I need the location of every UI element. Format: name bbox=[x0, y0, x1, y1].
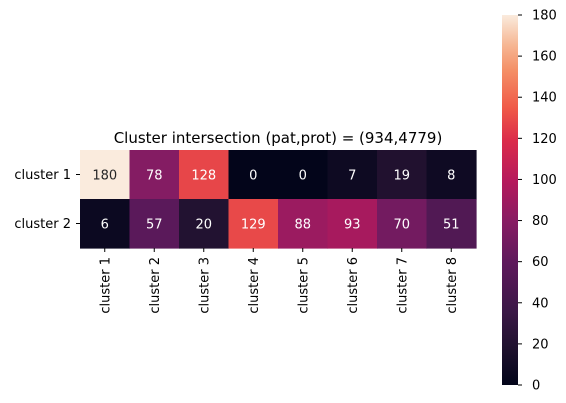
column-tick-label: cluster 5 bbox=[296, 257, 311, 314]
colorbar: 0 20 40 60 80 100 120 140 160 180 bbox=[502, 9, 557, 394]
column-tick-label: cluster 1 bbox=[98, 257, 113, 314]
cell-value-label: 19 bbox=[393, 169, 410, 184]
chart-title: Cluster intersection (pat,prot) = (934,4… bbox=[114, 129, 443, 147]
heatmap-cell bbox=[278, 150, 329, 200]
cell-value-label: 88 bbox=[294, 218, 311, 233]
colorbar-tick-label: 80 bbox=[532, 214, 549, 229]
cell-value-label: 129 bbox=[241, 218, 266, 233]
colorbar-tick-label: 60 bbox=[532, 255, 549, 270]
heatmap-cell bbox=[377, 199, 428, 249]
heatmap-cell bbox=[228, 150, 279, 200]
heatmap-cell bbox=[80, 199, 131, 249]
heatmap-cell bbox=[179, 199, 230, 249]
cell-value-label: 93 bbox=[344, 218, 361, 233]
cell-value-label: 8 bbox=[447, 169, 455, 184]
colorbar-ticks: 0 20 40 60 80 100 120 140 160 180 bbox=[518, 9, 557, 394]
column-tick-label: cluster 3 bbox=[197, 257, 212, 314]
heatmap-cell bbox=[426, 150, 477, 200]
colorbar-gradient bbox=[502, 15, 518, 385]
colorbar-tick-label: 180 bbox=[532, 9, 557, 24]
cell-value-label: 0 bbox=[299, 169, 307, 184]
colorbar-tick-label: 120 bbox=[532, 132, 557, 147]
column-tick-labels: cluster 1 cluster 2 cluster 3 cluster 4 clus… bbox=[98, 248, 460, 314]
heatmap-cell bbox=[129, 199, 180, 249]
heatmap-cell bbox=[377, 150, 428, 200]
colorbar-tick-label: 160 bbox=[532, 50, 557, 65]
heatmap-cell bbox=[179, 150, 230, 200]
heatmap-cells: 180 78 128 0 0 7 19 8 6 57 20 129 88 93 70 51 bbox=[80, 150, 477, 249]
heatmap-cell bbox=[80, 150, 131, 200]
heatmap-cell bbox=[327, 199, 378, 249]
cell-value-label: 78 bbox=[146, 169, 163, 184]
row-tick-label: cluster 2 bbox=[14, 217, 71, 232]
colorbar-tick-label: 100 bbox=[532, 173, 557, 188]
cell-value-label: 0 bbox=[249, 169, 257, 184]
colorbar-tick-label: 0 bbox=[532, 379, 540, 394]
heatmap-cell bbox=[278, 199, 329, 249]
column-tick-label: cluster 8 bbox=[445, 257, 460, 314]
cell-value-label: 70 bbox=[393, 218, 410, 233]
column-tick-label: cluster 6 bbox=[346, 257, 361, 314]
cell-value-label: 51 bbox=[443, 218, 460, 233]
cell-value-label: 7 bbox=[348, 169, 356, 184]
row-tick-label: cluster 1 bbox=[14, 168, 71, 183]
cell-value-label: 180 bbox=[92, 169, 117, 184]
colorbar-tick-label: 40 bbox=[532, 296, 549, 311]
row-tick-labels: cluster 1 cluster 2 bbox=[14, 168, 80, 232]
heatmap-cell bbox=[129, 150, 180, 200]
column-tick-label: cluster 2 bbox=[148, 257, 163, 314]
colorbar-tick-label: 140 bbox=[532, 91, 557, 106]
heatmap-cell bbox=[426, 199, 477, 249]
column-tick-label: cluster 4 bbox=[247, 257, 262, 314]
column-tick-label: cluster 7 bbox=[395, 257, 410, 314]
heatmap-cell bbox=[327, 150, 378, 200]
cell-value-label: 128 bbox=[191, 169, 216, 184]
heatmap-cell bbox=[228, 199, 279, 249]
cell-value-label: 57 bbox=[146, 218, 163, 233]
colorbar-tick-label: 20 bbox=[532, 337, 549, 352]
cell-value-label: 20 bbox=[195, 218, 212, 233]
cell-value-label: 6 bbox=[101, 218, 109, 233]
